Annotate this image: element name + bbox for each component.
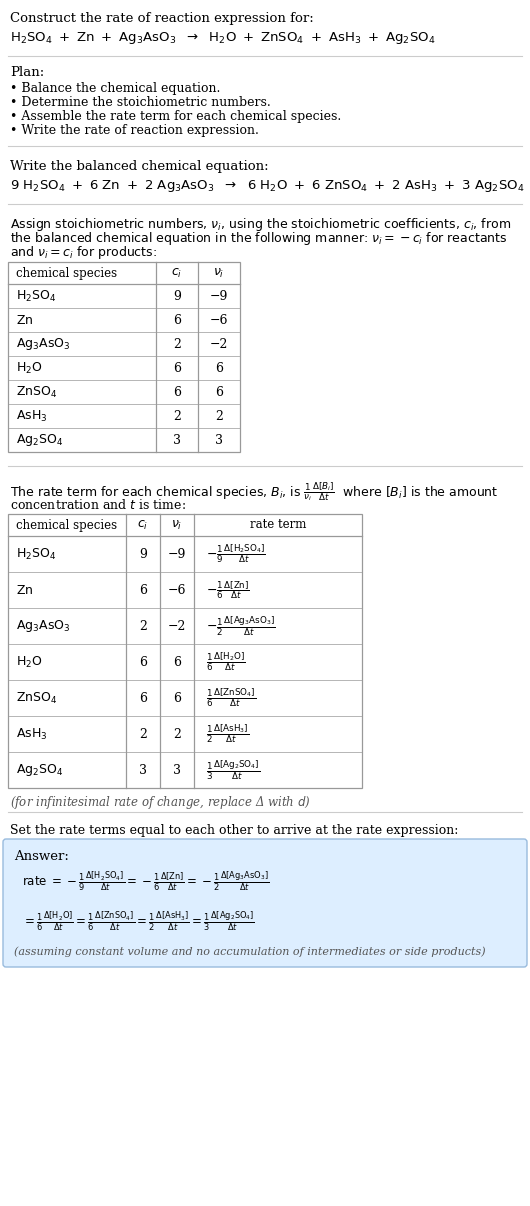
Text: −6: −6: [210, 314, 228, 327]
Text: −2: −2: [168, 620, 186, 632]
Text: (for infinitesimal rate of change, replace Δ with $d$): (for infinitesimal rate of change, repla…: [10, 794, 311, 810]
Text: 2: 2: [173, 410, 181, 422]
Text: −9: −9: [210, 289, 228, 303]
Text: the balanced chemical equation in the following manner: $\nu_i = -c_i$ for react: the balanced chemical equation in the fo…: [10, 230, 508, 247]
Text: $\mathrm{Ag_3AsO_3}$: $\mathrm{Ag_3AsO_3}$: [16, 617, 70, 634]
Text: 6: 6: [215, 386, 223, 398]
Text: chemical species: chemical species: [16, 519, 117, 532]
Text: concentration and $t$ is time:: concentration and $t$ is time:: [10, 498, 186, 513]
FancyBboxPatch shape: [3, 839, 527, 967]
Text: $\mathrm{Zn}$: $\mathrm{Zn}$: [16, 314, 33, 327]
Text: 6: 6: [139, 691, 147, 704]
Text: $c_i$: $c_i$: [171, 267, 183, 280]
Text: 2: 2: [139, 620, 147, 632]
Text: $\frac{1}{6}\frac{\Delta[\mathrm{H_2O}]}{\Delta t}$: $\frac{1}{6}\frac{\Delta[\mathrm{H_2O}]}…: [206, 651, 245, 673]
Text: Answer:: Answer:: [14, 850, 69, 863]
Text: −2: −2: [210, 338, 228, 351]
Text: $\frac{1}{6}\frac{\Delta[\mathrm{ZnSO_4}]}{\Delta t}$: $\frac{1}{6}\frac{\Delta[\mathrm{ZnSO_4}…: [206, 686, 256, 709]
Text: 3: 3: [215, 433, 223, 446]
Text: $-\frac{1}{2}\frac{\Delta[\mathrm{Ag_3AsO_3}]}{\Delta t}$: $-\frac{1}{2}\frac{\Delta[\mathrm{Ag_3As…: [206, 614, 276, 638]
Text: $\mathrm{AsH_3}$: $\mathrm{AsH_3}$: [16, 726, 48, 742]
Text: (assuming constant volume and no accumulation of intermediates or side products): (assuming constant volume and no accumul…: [14, 946, 485, 956]
Text: 9: 9: [173, 289, 181, 303]
Text: 3: 3: [139, 763, 147, 777]
Text: 2: 2: [215, 410, 223, 422]
Text: • Balance the chemical equation.: • Balance the chemical equation.: [10, 82, 220, 95]
Text: 2: 2: [173, 338, 181, 351]
Text: Construct the rate of reaction expression for:: Construct the rate of reaction expressio…: [10, 12, 314, 25]
Text: $\frac{1}{2}\frac{\Delta[\mathrm{AsH_3}]}{\Delta t}$: $\frac{1}{2}\frac{\Delta[\mathrm{AsH_3}]…: [206, 722, 249, 745]
Text: $c_i$: $c_i$: [137, 519, 148, 532]
Text: • Determine the stoichiometric numbers.: • Determine the stoichiometric numbers.: [10, 96, 271, 109]
Text: 2: 2: [173, 727, 181, 740]
Text: −6: −6: [168, 584, 186, 597]
Text: • Write the rate of reaction expression.: • Write the rate of reaction expression.: [10, 124, 259, 137]
Text: $\mathrm{H_2O}$: $\mathrm{H_2O}$: [16, 655, 42, 669]
Text: Set the rate terms equal to each other to arrive at the rate expression:: Set the rate terms equal to each other t…: [10, 824, 458, 837]
Text: $\mathrm{Ag_2SO_4}$: $\mathrm{Ag_2SO_4}$: [16, 762, 64, 778]
Text: $\mathrm{ZnSO_4}$: $\mathrm{ZnSO_4}$: [16, 385, 57, 399]
Text: $-\frac{1}{6}\frac{\Delta[\mathrm{Zn}]}{\Delta t}$: $-\frac{1}{6}\frac{\Delta[\mathrm{Zn}]}{…: [206, 579, 250, 601]
Text: 6: 6: [173, 656, 181, 668]
Text: $\mathrm{AsH_3}$: $\mathrm{AsH_3}$: [16, 409, 48, 423]
Text: 6: 6: [215, 362, 223, 375]
Text: The rate term for each chemical species, $B_i$, is $\frac{1}{\nu_i}\frac{\Delta[: The rate term for each chemical species,…: [10, 480, 499, 503]
Text: $\nu_i$: $\nu_i$: [213, 267, 225, 280]
Text: and $\nu_i = c_i$ for products:: and $\nu_i = c_i$ for products:: [10, 244, 157, 260]
Text: 9: 9: [139, 548, 147, 561]
Text: $\nu_i$: $\nu_i$: [171, 519, 183, 532]
Text: $\mathrm{ZnSO_4}$: $\mathrm{ZnSO_4}$: [16, 691, 57, 706]
Text: Assign stoichiometric numbers, $\nu_i$, using the stoichiometric coefficients, $: Assign stoichiometric numbers, $\nu_i$, …: [10, 216, 511, 233]
Text: rate $= -\frac{1}{9}\frac{\Delta[\mathrm{H_2SO_4}]}{\Delta t}= -\frac{1}{6}\frac: rate $= -\frac{1}{9}\frac{\Delta[\mathrm…: [22, 870, 269, 894]
Text: $\mathrm{Zn}$: $\mathrm{Zn}$: [16, 584, 33, 597]
Text: Write the balanced chemical equation:: Write the balanced chemical equation:: [10, 160, 269, 172]
Text: $\mathrm{Ag_2SO_4}$: $\mathrm{Ag_2SO_4}$: [16, 432, 64, 447]
Text: 2: 2: [139, 727, 147, 740]
Text: 6: 6: [173, 362, 181, 375]
Text: 3: 3: [173, 763, 181, 777]
Text: chemical species: chemical species: [16, 267, 117, 280]
Text: $\frac{1}{3}\frac{\Delta[\mathrm{Ag_2SO_4}]}{\Delta t}$: $\frac{1}{3}\frac{\Delta[\mathrm{Ag_2SO_…: [206, 759, 260, 781]
Text: rate term: rate term: [250, 519, 306, 532]
Text: Plan:: Plan:: [10, 66, 44, 80]
Text: $\mathrm{H_2O}$: $\mathrm{H_2O}$: [16, 361, 42, 375]
Bar: [8, 262, 240, 452]
Text: $\mathrm{H_2SO_4}$: $\mathrm{H_2SO_4}$: [16, 546, 56, 562]
Text: $= \frac{1}{6}\frac{\Delta[\mathrm{H_2O}]}{\Delta t}= \frac{1}{6}\frac{\Delta[\m: $= \frac{1}{6}\frac{\Delta[\mathrm{H_2O}…: [22, 911, 255, 933]
Text: 6: 6: [139, 656, 147, 668]
Text: $\mathrm{H_2SO_4}\ +\ \mathrm{Zn}\ +\ \mathrm{Ag_3AsO_3}$$\ \ \rightarrow\ \ $$\: $\mathrm{H_2SO_4}\ +\ \mathrm{Zn}\ +\ \m…: [10, 30, 435, 46]
Text: • Assemble the rate term for each chemical species.: • Assemble the rate term for each chemic…: [10, 110, 341, 123]
Text: $9\ \mathrm{H_2SO_4}\ +\ 6\ \mathrm{Zn}\ +\ 2\ \mathrm{Ag_3AsO_3}$$\ \ \rightarr: $9\ \mathrm{H_2SO_4}\ +\ 6\ \mathrm{Zn}\…: [10, 178, 525, 194]
Text: 6: 6: [173, 314, 181, 327]
Text: $\mathrm{H_2SO_4}$: $\mathrm{H_2SO_4}$: [16, 288, 56, 304]
Text: 3: 3: [173, 433, 181, 446]
Text: 6: 6: [173, 386, 181, 398]
Text: −9: −9: [168, 548, 186, 561]
Text: $\mathrm{Ag_3AsO_3}$: $\mathrm{Ag_3AsO_3}$: [16, 336, 70, 352]
Bar: [8, 514, 362, 788]
Text: 6: 6: [173, 691, 181, 704]
Text: 6: 6: [139, 584, 147, 597]
Text: $-\frac{1}{9}\frac{\Delta[\mathrm{H_2SO_4}]}{\Delta t}$: $-\frac{1}{9}\frac{\Delta[\mathrm{H_2SO_…: [206, 543, 266, 566]
